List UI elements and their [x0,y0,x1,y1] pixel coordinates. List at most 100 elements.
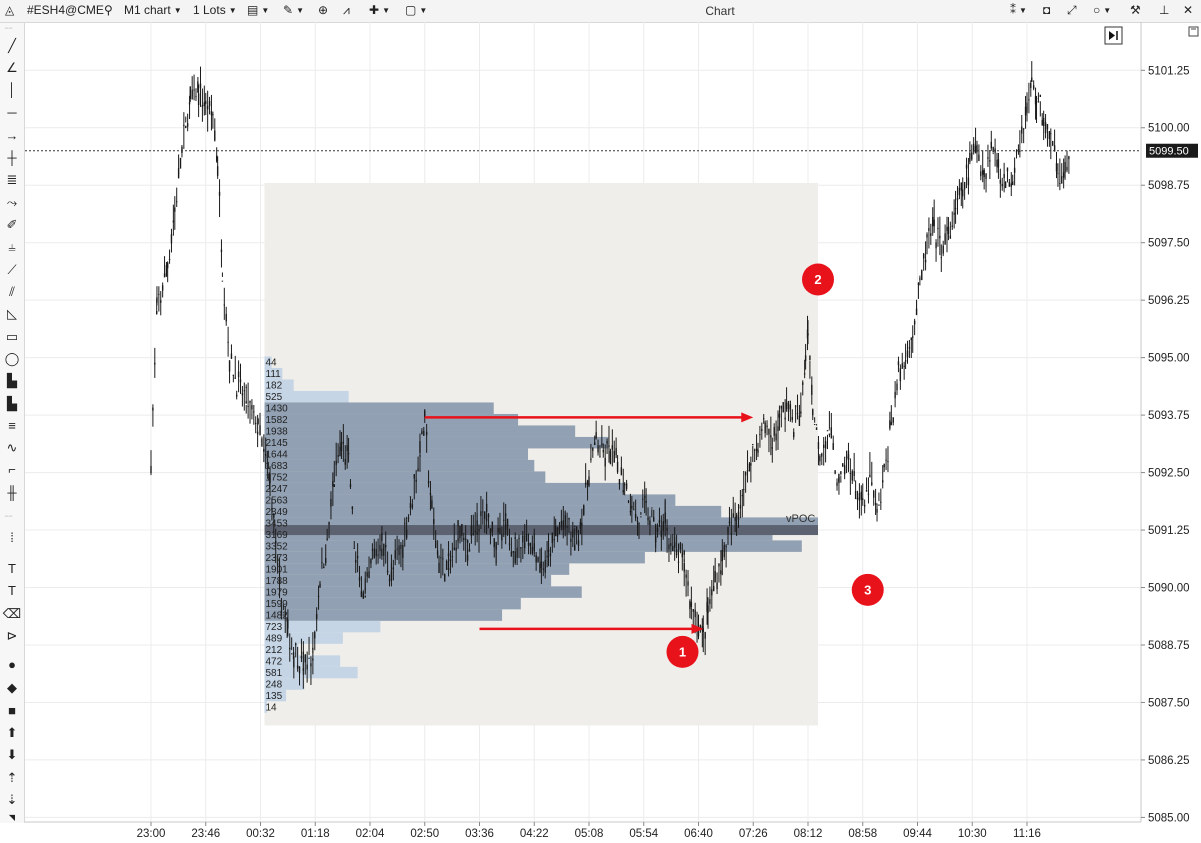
candle-body [220,249,223,252]
candle-body [445,560,448,570]
text-icon[interactable]: T [8,583,16,598]
candle-body [880,501,882,503]
candle-body [1039,94,1042,98]
profile-bar [264,390,349,403]
fullscreen-icon[interactable]: ⤢ [1067,3,1077,17]
search-icon[interactable]: ⚲ [104,3,113,17]
toolbar-grip-icon[interactable]: ······ [4,25,13,32]
candle-body [241,393,244,396]
candle-body [228,360,231,372]
candle-body [256,431,259,435]
ruler-icon[interactable]: ⟋ [7,262,17,277]
profile-bar [264,517,818,529]
candle-body [319,583,321,588]
profile-bar [264,471,546,483]
settings-icon[interactable]: ⚒ [1130,3,1141,17]
candle-body [654,536,657,543]
bars2-icon[interactable]: ▙ [7,396,17,411]
triangle-icon[interactable]: ◺ [7,306,17,321]
lots-dropdown[interactable]: 1 Lots ▼ [193,3,237,17]
fork-icon[interactable]: ⫨ [8,239,16,254]
pencil-icon[interactable]: ✎ ▼ [283,3,304,17]
candle-body [1015,151,1018,153]
candle-body [373,548,375,559]
pin-icon[interactable]: ⊥ [1159,3,1170,17]
cross-icon[interactable]: ┼ [7,150,17,165]
candle-body [347,453,350,455]
window-icon[interactable]: ▢ ▼ [405,3,428,17]
horizontal-line-icon[interactable]: ─ [7,105,17,120]
candle-body [495,547,497,549]
arrow-icon[interactable]: → [5,128,19,143]
tag-icon[interactable]: ⊳ [6,628,18,643]
candle-body [924,259,927,263]
annotation-badge[interactable] [851,573,884,606]
circle-icon[interactable]: ○ ▼ [1093,3,1112,17]
sort-up-icon[interactable]: ⇡ [6,770,18,785]
wave-icon[interactable]: ∿ [6,440,18,455]
candle-body [798,415,801,426]
chart-type-dropdown[interactable]: M1 chart ▼ [124,3,182,17]
candle-body [480,511,482,517]
candle-body [579,521,582,529]
candle-body [666,527,668,531]
ellipse-icon[interactable]: ◯ [4,351,20,366]
candle-body [606,441,608,444]
polyline-icon[interactable]: ⤳ [6,195,18,210]
dots-icon[interactable]: ⁞ [10,530,14,545]
callout-icon[interactable]: ⌫ [2,606,22,621]
angle-icon[interactable]: ∠ [6,60,18,75]
annotation-badge[interactable] [666,635,699,668]
symbol-label[interactable]: #ESH4@CME [27,3,104,17]
arrow-up-icon[interactable]: ⬆ [6,725,18,740]
candle-body [332,481,334,487]
square-icon[interactable]: ■ [8,703,16,718]
candle-body [172,220,175,223]
sort-down-icon[interactable]: ⇣ [6,792,18,807]
text-box-icon[interactable]: T [8,561,16,576]
circle-fill-icon[interactable]: ● [8,657,16,672]
x-tick-label: 23:46 [191,828,220,840]
candle-body [286,618,288,622]
zoom-icon[interactable]: ⊕ [318,3,329,17]
template-icon[interactable]: ▤ ▼ [247,3,270,17]
line-icon[interactable]: ╱ [8,38,16,53]
price-axis: 5101.25 5100.00 5098.75 5097.50 5096.25 5095.… [1141,65,1190,824]
camera-icon[interactable]: ◘ [1043,3,1051,17]
rectangle-icon[interactable]: ▭ [5,329,19,344]
candle-body [620,467,623,476]
indicator-icon[interactable]: ⩘ [343,3,350,17]
candle-body [317,596,320,598]
diamond-icon[interactable]: ◆ [7,680,17,695]
x-tick-label: 10:30 [958,828,987,840]
candle-body [440,557,442,559]
close-icon[interactable]: ✕ [1183,3,1194,17]
candle-body [506,518,509,527]
brush-icon[interactable]: ✐ [6,217,18,232]
candle-body [292,652,295,660]
channel-icon[interactable]: ⫽ [9,284,15,299]
link-icon[interactable]: ⁑ ▼ [1010,3,1027,17]
bars-icon[interactable]: ▙ [7,373,17,388]
fib-icon[interactable]: ≣ [6,172,18,187]
candle-body [714,571,716,583]
annotation-badge[interactable] [802,263,834,296]
candle-body [314,631,316,639]
volume-label: 182 [266,381,283,392]
logo-icon[interactable]: ◬ [5,3,15,17]
y-tick-label: 5087.50 [1148,697,1190,709]
axis-settings-icon[interactable] [1188,26,1199,37]
steps-icon[interactable]: ⌐ [8,462,16,477]
candle-body [662,521,664,532]
candle-body [290,653,293,655]
levels-icon[interactable]: ≡ [8,418,16,433]
candle-body [328,522,330,525]
more-tools-icon[interactable]: ◥ [8,813,16,822]
candles-icon[interactable]: ╫ [7,485,17,500]
vertical-line-icon[interactable]: │ [7,82,17,97]
arrow-down-icon[interactable]: ⬇ [6,747,18,762]
crosshair-icon[interactable]: ✚ ▼ [369,3,390,17]
candle-body [856,497,859,500]
scroll-to-end-button[interactable] [1104,26,1123,45]
